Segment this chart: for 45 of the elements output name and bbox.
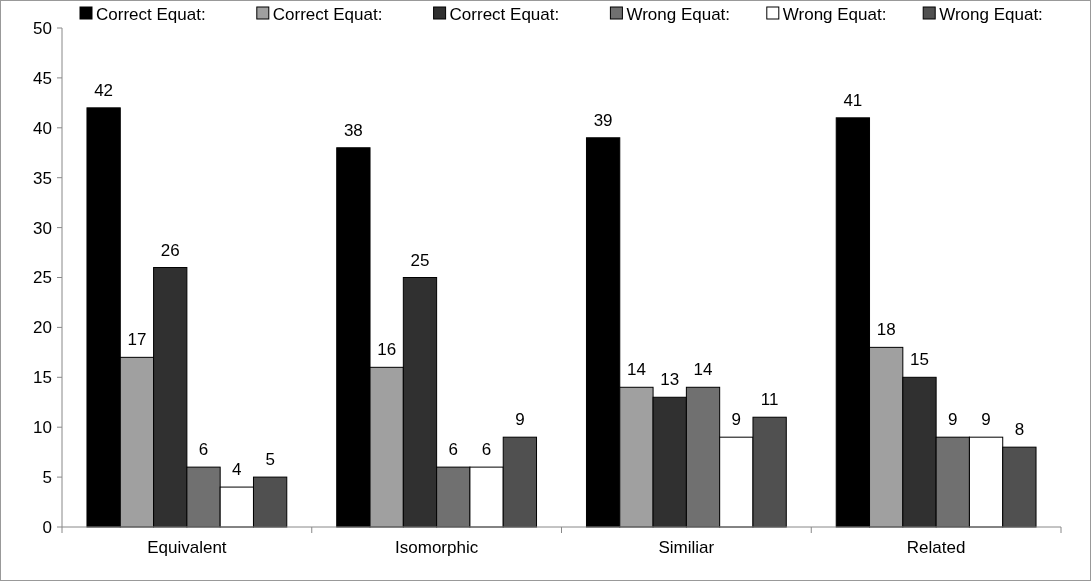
data-label: 18 <box>876 320 896 340</box>
data-label: 9 <box>948 410 958 430</box>
y-tick-label: 0 <box>42 517 52 537</box>
data-label: 13 <box>660 370 680 390</box>
y-tick-label: 45 <box>33 68 52 88</box>
x-tick-label: Similiar <box>658 538 715 557</box>
y-tick-label: 20 <box>33 318 52 338</box>
y-tick-label: 50 <box>33 18 52 38</box>
data-label: 15 <box>910 350 929 370</box>
y-tick-label: 40 <box>33 118 52 138</box>
data-label: 14 <box>626 360 646 380</box>
data-label: 9 <box>515 410 525 430</box>
data-label: 5 <box>265 450 275 470</box>
legend-label: Correct Equat: <box>96 4 206 24</box>
y-tick-label: 15 <box>33 368 52 388</box>
y-tick-label: 25 <box>33 268 52 288</box>
legend-label: Wrong Equat: <box>626 4 731 24</box>
data-label: 4 <box>232 460 242 480</box>
data-label: 9 <box>731 410 742 430</box>
data-label: 14 <box>693 360 713 380</box>
data-label: 6 <box>448 440 459 460</box>
data-label: 38 <box>343 120 363 140</box>
data-label: 25 <box>410 250 430 270</box>
data-label: 17 <box>127 330 147 350</box>
data-label: 41 <box>843 90 863 110</box>
y-tick-label: 35 <box>33 168 52 188</box>
x-tick-label: Equivalent <box>147 538 227 557</box>
data-label: 39 <box>593 110 613 130</box>
legend-label: Wrong Equat: <box>782 4 887 24</box>
x-tick-label: Isomorphic <box>395 538 479 557</box>
legend-label: Correct Equat: <box>449 4 560 24</box>
legend-label: Wrong Equat: <box>939 4 1043 24</box>
data-label: 26 <box>160 240 180 260</box>
data-label: 42 <box>94 80 114 100</box>
data-label: 6 <box>481 440 492 460</box>
data-label: 16 <box>377 340 397 360</box>
y-tick-label: 10 <box>33 418 52 438</box>
legend-label: Correct Equat: <box>272 4 383 24</box>
data-label: 11 <box>760 390 779 410</box>
x-tick-label: Related <box>906 538 966 557</box>
data-label: 6 <box>198 440 209 460</box>
y-tick-label: 5 <box>42 468 52 488</box>
y-tick-label: 30 <box>33 218 52 238</box>
data-label: 9 <box>981 410 991 430</box>
data-label: 8 <box>1014 420 1025 440</box>
